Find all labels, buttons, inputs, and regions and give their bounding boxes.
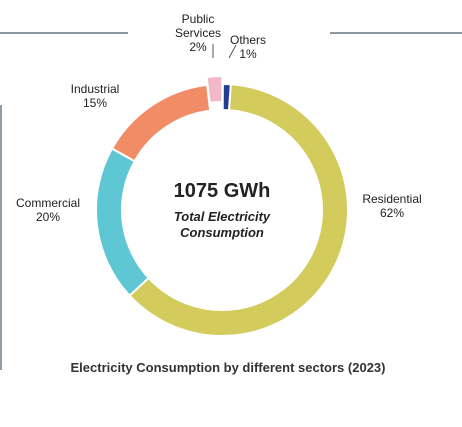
center-value: 1075 GWh	[173, 180, 271, 202]
category-label: Others	[229, 33, 267, 47]
category-label: Industrial	[70, 82, 120, 96]
value-label: 15%	[82, 96, 108, 110]
value-label: 2%	[189, 40, 207, 54]
slice	[95, 147, 151, 298]
leader-line	[228, 44, 237, 59]
value-label: 62%	[379, 206, 405, 220]
slice-label: Industrial 15%	[71, 82, 120, 110]
slice	[221, 82, 232, 112]
slice-label: Commercial 20%	[16, 196, 80, 224]
slice	[205, 75, 224, 104]
chart-title: Electricity Consumption by different sec…	[70, 360, 386, 375]
slice-label: Public Services 2%	[173, 12, 223, 54]
category-label: Commercial	[15, 196, 81, 210]
slice-label: Others 1%	[230, 33, 266, 61]
slice	[128, 83, 349, 337]
center-label: Total Electricity Consumption	[173, 209, 271, 240]
slice	[110, 83, 212, 163]
slice-label: Residential 62%	[362, 192, 421, 220]
category-label: Residential	[362, 192, 422, 206]
value-label: 1%	[239, 47, 257, 61]
category-label: Public Services	[174, 12, 221, 40]
value-label: 20%	[35, 210, 61, 224]
slices	[95, 75, 349, 337]
